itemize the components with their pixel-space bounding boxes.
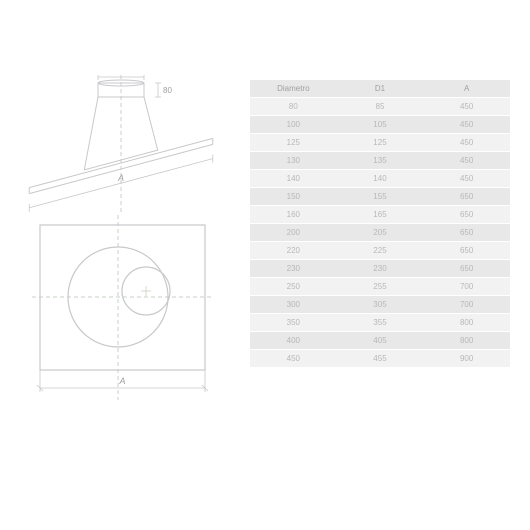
- table-row: 450455900: [250, 350, 510, 368]
- table-cell: 230: [250, 260, 337, 278]
- table-cell: 450: [423, 98, 510, 116]
- table-cell: 85: [337, 98, 424, 116]
- table-row: 230230650: [250, 260, 510, 278]
- table-cell: 450: [250, 350, 337, 368]
- table-cell: 650: [423, 224, 510, 242]
- table-cell: 100: [250, 116, 337, 134]
- table-cell: 650: [423, 260, 510, 278]
- table-cell: 700: [423, 278, 510, 296]
- table-cell: 155: [337, 188, 424, 206]
- table-cell: 140: [250, 170, 337, 188]
- table-cell: 130: [250, 152, 337, 170]
- table-cell: 205: [337, 224, 424, 242]
- table-cell: 230: [337, 260, 424, 278]
- table-cell: 300: [250, 296, 337, 314]
- table-cell: 400: [250, 332, 337, 350]
- side-view-svg: D1 80 A: [18, 75, 238, 215]
- table-cell: 700: [423, 296, 510, 314]
- svg-text:D1: D1: [116, 75, 127, 76]
- table-cell: 80: [250, 98, 337, 116]
- spec-table: Diametro D1 A 80854501001054501251254501…: [250, 80, 510, 368]
- table-cell: 455: [337, 350, 424, 368]
- table-cell: 165: [337, 206, 424, 224]
- table-cell: 200: [250, 224, 337, 242]
- table-cell: 350: [250, 314, 337, 332]
- table-cell: 800: [423, 332, 510, 350]
- table-row: 125125450: [250, 134, 510, 152]
- table-row: 150155650: [250, 188, 510, 206]
- table-header-row: Diametro D1 A: [250, 80, 510, 98]
- table-row: 100105450: [250, 116, 510, 134]
- table-cell: 900: [423, 350, 510, 368]
- spec-table-panel: Diametro D1 A 80854501001054501251254501…: [250, 80, 510, 368]
- page: D180A A Diametro D1 A 808545010010545012…: [0, 0, 530, 530]
- col-d1: D1: [337, 80, 424, 98]
- table-cell: 650: [423, 242, 510, 260]
- table-row: 250255700: [250, 278, 510, 296]
- table-cell: 405: [337, 332, 424, 350]
- svg-text:A: A: [118, 376, 125, 386]
- table-cell: 135: [337, 152, 424, 170]
- table-row: 140140450: [250, 170, 510, 188]
- table-cell: 140: [337, 170, 424, 188]
- table-cell: 800: [423, 314, 510, 332]
- table-row: 300305700: [250, 296, 510, 314]
- table-row: 400405800: [250, 332, 510, 350]
- table-cell: 450: [423, 134, 510, 152]
- table-row: 130135450: [250, 152, 510, 170]
- table-row: 200205650: [250, 224, 510, 242]
- table-cell: 450: [423, 116, 510, 134]
- table-cell: 125: [250, 134, 337, 152]
- col-diameter: Diametro: [250, 80, 337, 98]
- table-cell: 250: [250, 278, 337, 296]
- table-row: 350355800: [250, 314, 510, 332]
- table-cell: 255: [337, 278, 424, 296]
- svg-text:A: A: [117, 173, 124, 183]
- table-cell: 105: [337, 116, 424, 134]
- table-cell: 305: [337, 296, 424, 314]
- table-cell: 650: [423, 188, 510, 206]
- plan-view-svg: A: [18, 215, 238, 415]
- col-a: A: [423, 80, 510, 98]
- table-row: 8085450: [250, 98, 510, 116]
- table-cell: 450: [423, 152, 510, 170]
- table-cell: 150: [250, 188, 337, 206]
- table-cell: 355: [337, 314, 424, 332]
- table-cell: 650: [423, 206, 510, 224]
- table-cell: 125: [337, 134, 424, 152]
- table-row: 220225650: [250, 242, 510, 260]
- table-cell: 225: [337, 242, 424, 260]
- table-row: 160165650: [250, 206, 510, 224]
- table-cell: 220: [250, 242, 337, 260]
- svg-text:80: 80: [163, 86, 172, 95]
- table-cell: 160: [250, 206, 337, 224]
- table-cell: 450: [423, 170, 510, 188]
- diagram-panel: D1 80 A A: [18, 75, 238, 405]
